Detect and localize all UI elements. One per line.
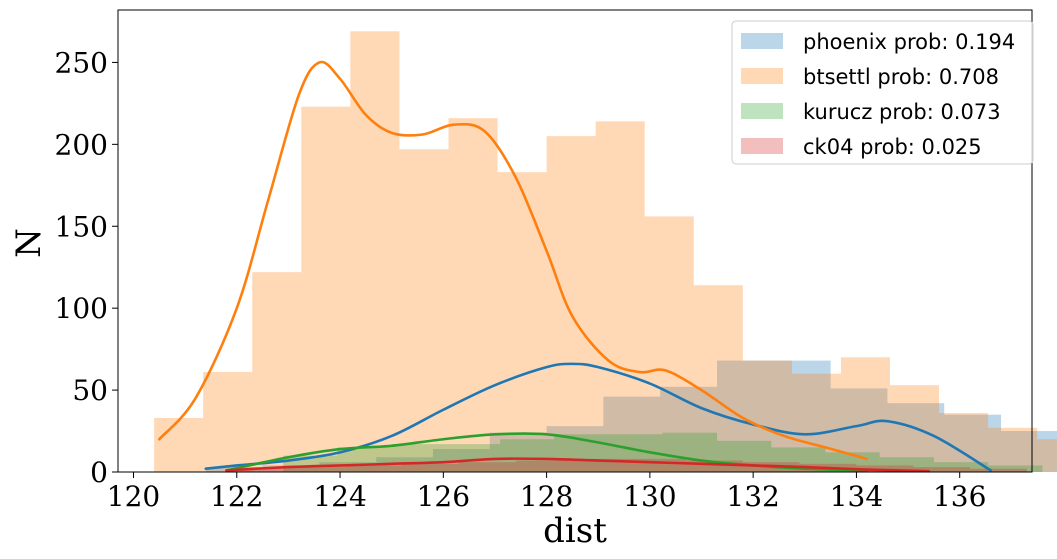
y-tick-label: 200 xyxy=(55,128,108,161)
series-1-bars xyxy=(154,31,1057,473)
legend-label: btsettl prob: 0.708 xyxy=(803,65,999,89)
histogram-bar xyxy=(391,444,446,472)
x-tick-label: 132 xyxy=(726,480,779,513)
histogram-bar xyxy=(988,427,1038,472)
histogram-bar xyxy=(988,465,1043,472)
x-tick-label: 136 xyxy=(933,480,986,513)
y-tick-label: 100 xyxy=(55,292,108,325)
x-tick-label: 130 xyxy=(623,480,676,513)
histogram-bar xyxy=(1037,439,1057,472)
histogram-bar xyxy=(595,121,645,472)
x-tick-label: 124 xyxy=(313,480,366,513)
histogram-bar xyxy=(252,272,302,472)
legend-swatch xyxy=(741,103,783,119)
histogram-bar xyxy=(686,460,743,472)
histogram-bar xyxy=(154,417,204,472)
histogram-bar xyxy=(301,106,351,472)
y-tick-label: 250 xyxy=(55,46,108,79)
x-tick-label: 122 xyxy=(210,480,263,513)
y-tick-label: 50 xyxy=(72,374,108,407)
kde-line-series-1 xyxy=(158,60,869,461)
histogram-bar xyxy=(856,465,914,472)
histogram-bar xyxy=(203,372,253,472)
histogram-bar xyxy=(742,360,792,472)
histogram-bar xyxy=(546,136,596,473)
x-tick-label: 128 xyxy=(520,480,573,513)
histogram-bar xyxy=(1001,431,1057,472)
histogram-bar xyxy=(970,468,1027,472)
histogram-bar xyxy=(773,360,831,472)
y-tick-label: 150 xyxy=(55,210,108,243)
x-tick-label: 120 xyxy=(107,480,160,513)
histogram-bar xyxy=(350,31,400,472)
histogram-bar xyxy=(319,462,377,472)
histogram-bar xyxy=(448,118,498,473)
histogram-bar xyxy=(262,465,320,472)
x-tick-label: 126 xyxy=(417,480,470,513)
histogram-bar xyxy=(458,462,516,472)
legend-swatch xyxy=(741,138,783,154)
y-axis-ticks: 0 50 100 150 200 250 xyxy=(55,46,118,489)
histogram-bar xyxy=(693,285,743,472)
legend-box xyxy=(731,20,1034,165)
histogram-bar xyxy=(879,457,934,472)
kde-line-series-0 xyxy=(204,362,992,472)
legend-label: phoenix prob: 0.194 xyxy=(803,30,1015,54)
y-axis-title: N xyxy=(9,228,49,258)
x-axis-ticks: 120 122 124 126 128 130 132 134 136 xyxy=(107,472,986,513)
histogram-bar xyxy=(603,396,661,472)
histogram-bar xyxy=(489,432,547,472)
histogram-bar xyxy=(825,452,880,472)
histogram-bar xyxy=(944,414,1002,472)
histogram-bar xyxy=(662,432,718,472)
histogram-bar xyxy=(515,460,573,472)
x-tick-label: 134 xyxy=(830,480,883,513)
legend: phoenix prob: 0.194 btsettl prob: 0.708 ku… xyxy=(731,20,1034,165)
histogram-bar xyxy=(500,439,555,472)
histogram-bar xyxy=(399,149,449,473)
kde-line-series-3 xyxy=(225,457,931,473)
legend-entries: phoenix prob: 0.194 btsettl prob: 0.708 ku… xyxy=(741,30,1015,159)
legend-label: kurucz prob: 0.073 xyxy=(803,100,1001,124)
y-tick-label: 0 xyxy=(90,456,108,489)
histogram-bar xyxy=(644,216,694,472)
histogram-bar xyxy=(913,467,971,472)
kde-lines-layer xyxy=(158,60,992,473)
histogram-bar xyxy=(933,462,989,472)
x-axis-title: dist xyxy=(543,511,607,551)
histogram-bar xyxy=(791,373,841,472)
series-2-bars xyxy=(283,432,1043,472)
histogram-bar xyxy=(231,468,289,472)
histogram-bar xyxy=(288,467,346,472)
legend-swatch xyxy=(741,33,783,49)
histogram-bar xyxy=(497,172,547,473)
histogram-bar xyxy=(546,426,604,472)
legend-swatch xyxy=(741,68,783,84)
plot-frame xyxy=(117,9,1033,473)
legend-label: ck04 prob: 0.025 xyxy=(803,135,982,159)
histogram-bar xyxy=(402,463,459,472)
histogram-bar xyxy=(345,465,403,472)
